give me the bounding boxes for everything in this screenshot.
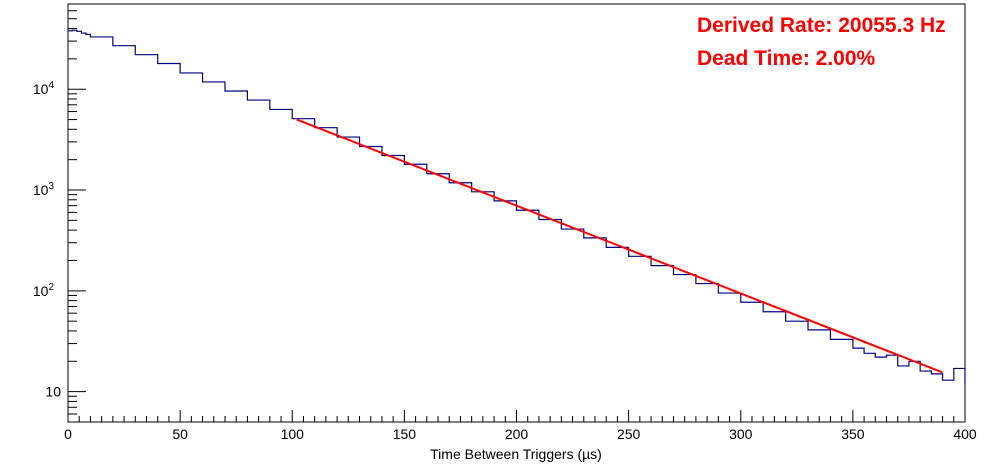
x-tick-label: 100 <box>281 426 305 442</box>
x-tick-label: 400 <box>953 426 977 442</box>
y-tick-label: 103 <box>33 181 55 198</box>
y-tick-label: 102 <box>33 282 55 299</box>
x-tick-label: 0 <box>64 426 72 442</box>
y-tick-label: 104 <box>33 80 55 97</box>
fit-line <box>296 118 943 374</box>
histogram-line <box>68 29 966 384</box>
histogram-series <box>68 29 966 384</box>
derived-rate-annotation: Derived Rate: 20055.3 Hz <box>697 14 946 37</box>
axis-ticks <box>67 3 966 423</box>
x-tick-label: 200 <box>505 426 529 442</box>
y-tick-label: 10 <box>45 384 61 400</box>
x-tick-label: 300 <box>729 426 753 442</box>
dead-time-annotation: Dead Time: 2.00% <box>697 47 876 70</box>
x-tick-label: 50 <box>172 426 188 442</box>
x-tick-label: 150 <box>393 426 417 442</box>
x-tick-label: 250 <box>617 426 641 442</box>
x-tick-label: 350 <box>841 426 865 442</box>
fit-series <box>296 118 943 374</box>
x-axis-label: Time Between Triggers (µs) <box>430 446 602 462</box>
axis-tick-labels: 0 50 100 150 200 250 300 350 400 10 102 103 104 <box>33 80 977 442</box>
